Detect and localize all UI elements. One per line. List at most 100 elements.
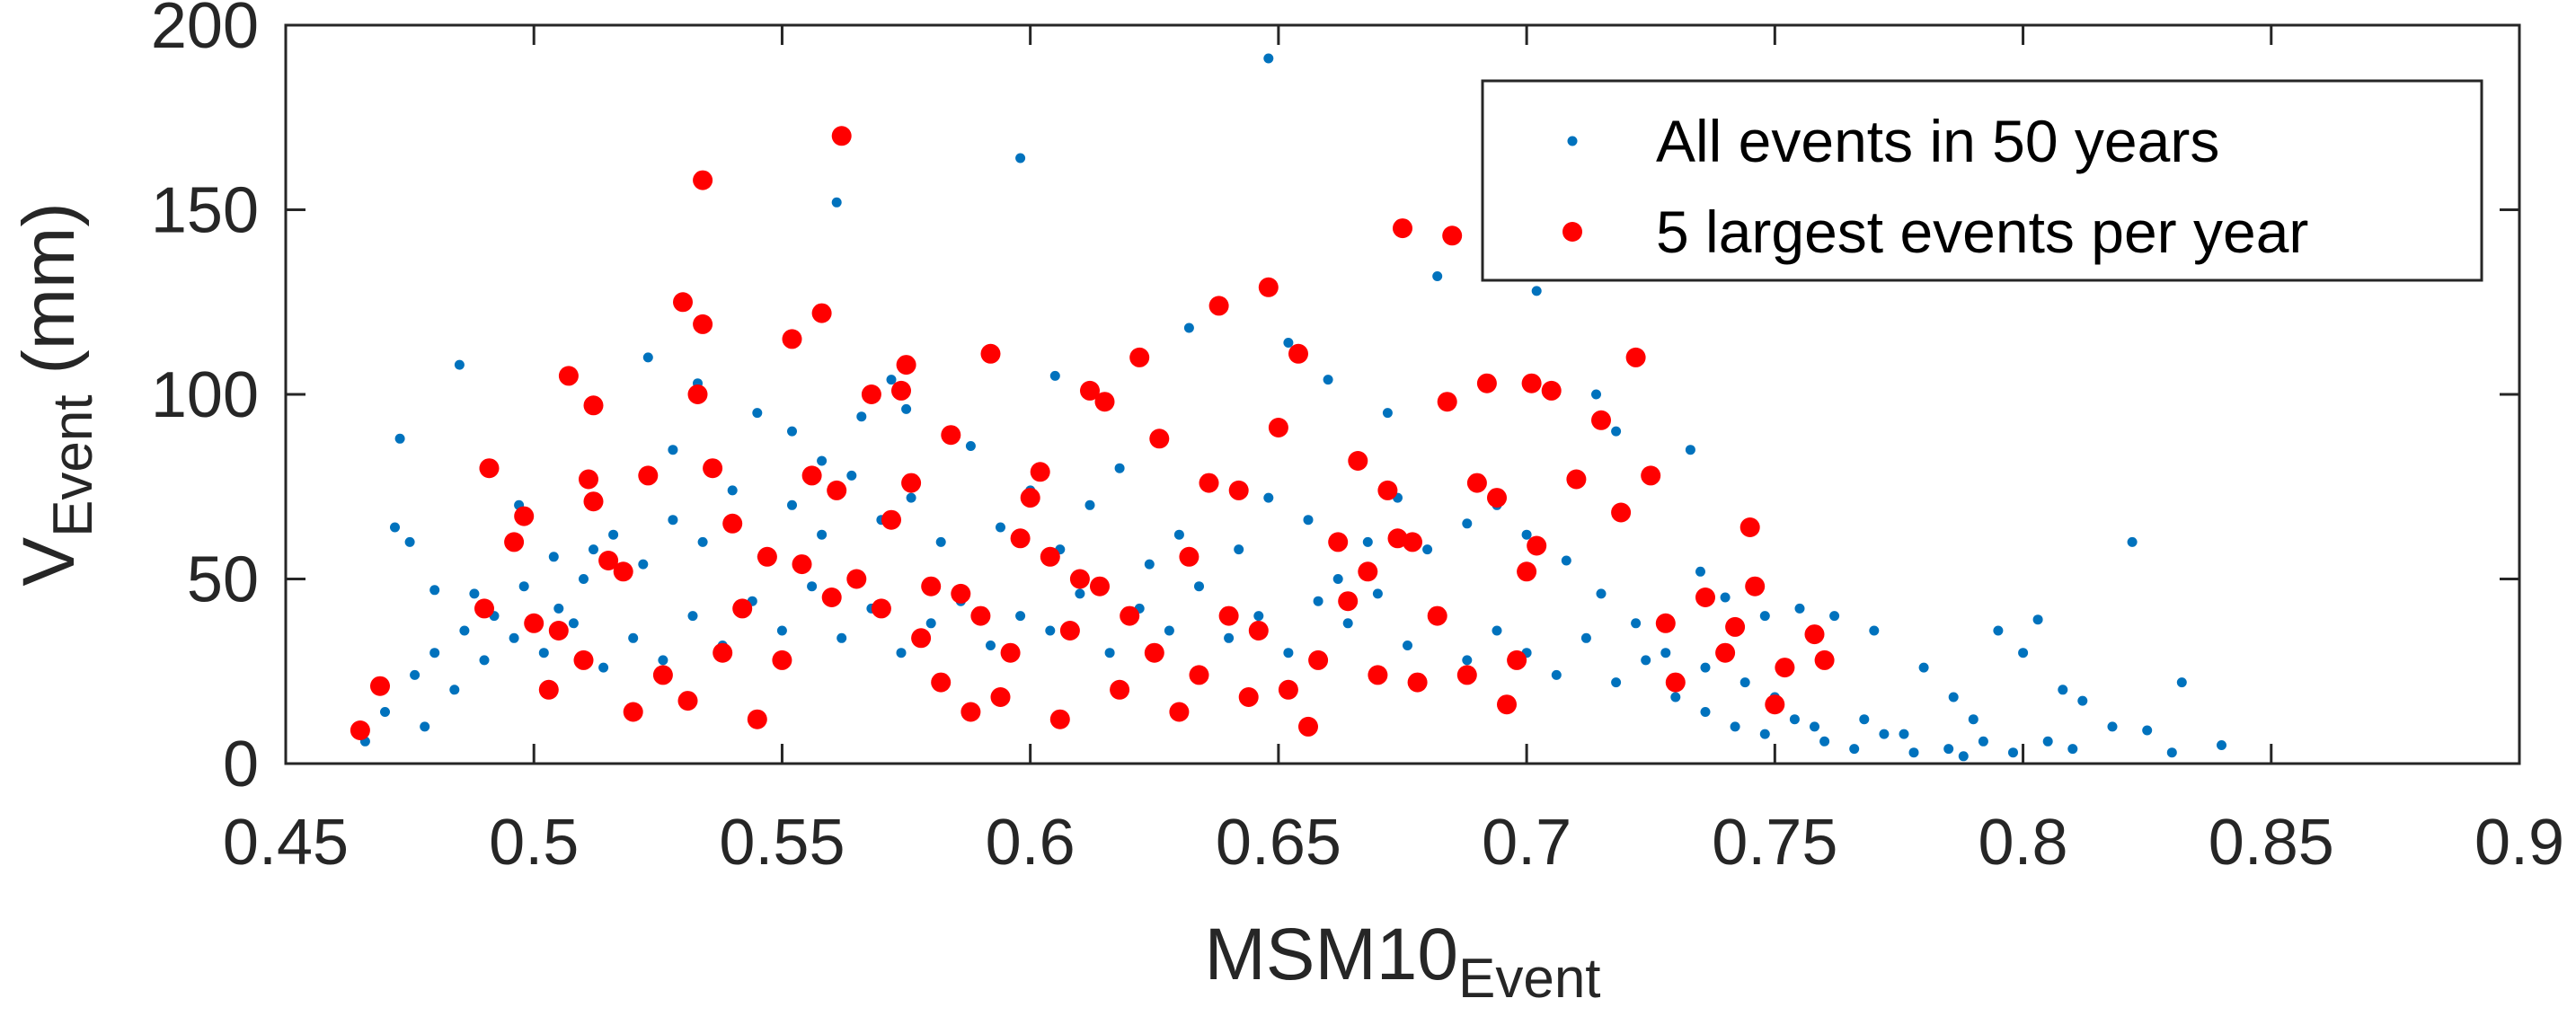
largest-events-point [1591,410,1611,430]
largest-events-point [1521,373,1542,393]
largest-events-point [1169,702,1190,722]
largest-events-point [960,702,981,722]
largest-events-point [846,569,867,589]
all-events-point [2176,677,2187,688]
largest-events-point [1611,502,1632,523]
largest-events-point [1745,576,1766,596]
x-axis-ticks: 0.45 0.5 0.55 0.6 0.65 0.7 0.75 0.8 0.85 0.9 [223,25,2564,879]
all-events-point [394,433,405,444]
all-events-point [1049,370,1060,381]
y-axis-title: VEvent (mm) [8,202,104,586]
largest-events-point [970,605,991,626]
largest-events-point [579,469,598,490]
largest-events-point [693,170,713,190]
largest-events-point [583,491,604,512]
all-events-point [454,359,465,370]
all-events-point [449,685,460,695]
all-events-point [1114,463,1125,473]
all-events-point [1144,559,1155,570]
all-events-point [1859,714,1870,725]
largest-events-point [1715,642,1736,663]
largest-events-point [638,465,659,486]
largest-events-point [1268,418,1288,437]
largest-events-point [1427,605,1447,626]
all-events-point [1194,581,1204,592]
y-axis-label-subscript: Event [42,394,104,537]
largest-events-point [911,628,932,649]
all-events-point [1899,729,1909,739]
all-events-point [1323,375,1333,385]
largest-events-point [1010,528,1031,549]
all-events-point [1789,714,1800,725]
all-events-point [479,655,490,666]
all-events-point [817,455,828,466]
all-events-point [2018,648,2029,658]
all-events-point [1670,692,1681,702]
all-events-point [787,426,797,437]
all-events-point [404,536,415,547]
largest-events-point [881,509,901,530]
all-events-series [359,53,2226,762]
all-events-point [1794,603,1805,614]
largest-events-point [1020,488,1040,508]
all-events-point [1462,518,1473,529]
largest-events-point [1377,480,1398,500]
all-events-point [1695,566,1705,577]
all-events-point [831,197,842,208]
x-tick-label: 0.6 [986,807,1076,879]
y-tick-label: 50 [187,544,259,616]
all-events-point [1403,641,1412,650]
largest-events-point [1248,621,1269,641]
all-events-point [1362,536,1373,547]
largest-events-point [474,598,494,619]
all-events-point [1730,721,1740,732]
largest-events-point [703,458,723,479]
all-events-point [1759,729,1770,739]
all-events-point [1819,736,1830,747]
all-events-point [568,618,579,629]
all-events-point [1422,544,1433,555]
largest-events-point [583,395,604,416]
largest-events-point [941,425,961,446]
largest-events-point [990,687,1011,707]
all-events-point [2042,736,2053,747]
all-events-point [2127,536,2138,547]
largest-events-point [772,649,792,670]
largest-events-point [801,465,822,486]
all-events-point [658,655,668,666]
largest-events-point [821,588,842,607]
all-events-point [1948,692,1959,702]
largest-events-point [1298,716,1318,737]
all-events-point [787,499,797,510]
y-axis-ticks: 0 50 100 150 200 [151,0,2519,800]
all-events-point [1611,426,1622,437]
largest-events-point [757,546,777,567]
largest-events-point [980,343,1001,364]
all-events-point [935,536,946,547]
legend-label-largest-events: 5 largest events per year [1656,199,2308,265]
all-events-point [509,632,519,643]
largest-events-point [1218,605,1239,626]
all-events-point [608,529,619,540]
y-tick-label: 150 [151,175,259,247]
largest-events-point [931,672,952,693]
all-events-point [1943,744,1954,755]
largest-events-point [524,613,544,633]
y-tick-label: 100 [151,359,259,431]
all-events-point [1253,611,1264,622]
all-events-point [1720,592,1731,603]
largest-events-point [1278,679,1298,700]
all-events-point [1978,736,1988,747]
all-events-point [2166,747,2177,758]
largest-events-point [1725,616,1746,637]
largest-events-point [1739,517,1760,537]
all-events-point [846,470,857,481]
all-events-point [1173,529,1184,540]
largest-events-point [1814,649,1835,670]
largest-events-point [951,583,971,604]
largest-events-point [538,679,559,700]
largest-events-point [677,691,698,711]
largest-events-point [891,380,911,401]
largest-events-point [1487,488,1507,508]
largest-events-point [1040,546,1060,567]
